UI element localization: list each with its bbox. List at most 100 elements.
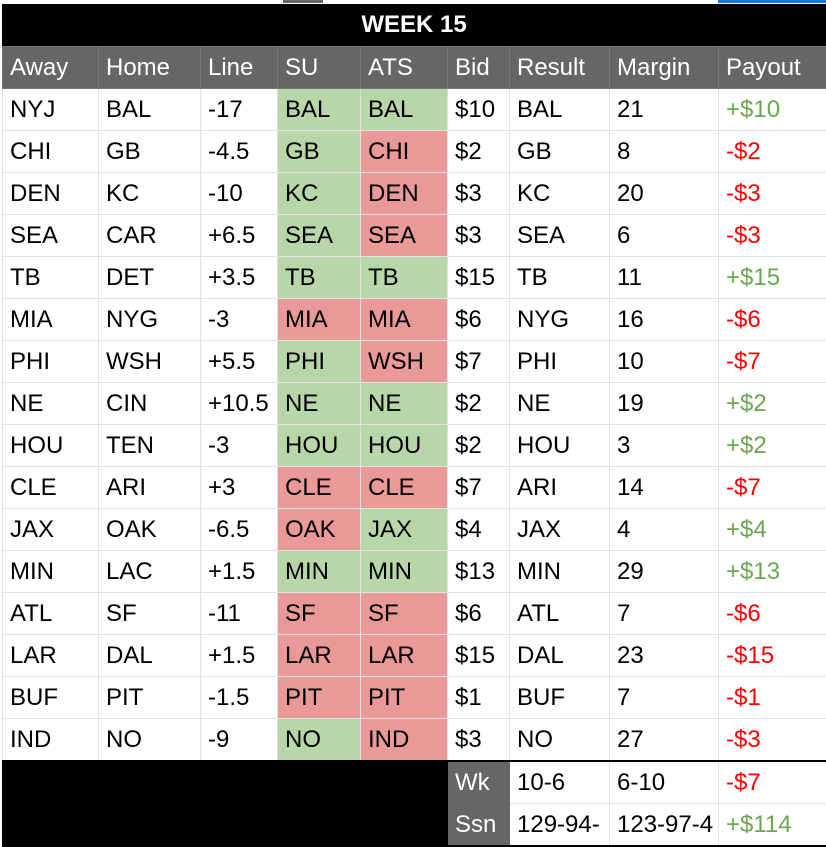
su-cell[interactable]: LAR xyxy=(278,635,361,677)
bid-cell[interactable]: $2 xyxy=(448,383,510,425)
summary-label[interactable]: Wk xyxy=(448,761,510,804)
column-header-su[interactable]: SU xyxy=(278,47,361,89)
result-cell[interactable]: BAL xyxy=(510,89,610,131)
margin-cell[interactable]: 16 xyxy=(610,299,719,341)
result-cell[interactable]: DAL xyxy=(510,635,610,677)
su-cell[interactable]: PIT xyxy=(278,677,361,719)
margin-cell[interactable]: 7 xyxy=(610,677,719,719)
away-cell[interactable]: DEN xyxy=(3,173,99,215)
home-cell[interactable]: NYG xyxy=(99,299,201,341)
line-cell[interactable]: -9 xyxy=(201,719,278,762)
payout-cell[interactable]: -$2 xyxy=(719,131,826,173)
away-cell[interactable]: PHI xyxy=(3,341,99,383)
column-header-home[interactable]: Home xyxy=(99,47,201,89)
column-header-payout[interactable]: Payout xyxy=(719,47,826,89)
line-cell[interactable]: -3 xyxy=(201,425,278,467)
margin-cell[interactable]: 4 xyxy=(610,509,719,551)
payout-cell[interactable]: -$3 xyxy=(719,173,826,215)
home-cell[interactable]: ARI xyxy=(99,467,201,509)
bid-cell[interactable]: $13 xyxy=(448,551,510,593)
su-cell[interactable]: PHI xyxy=(278,341,361,383)
away-cell[interactable]: SEA xyxy=(3,215,99,257)
payout-cell[interactable]: -$7 xyxy=(719,341,826,383)
margin-cell[interactable]: 8 xyxy=(610,131,719,173)
result-cell[interactable]: NO xyxy=(510,719,610,762)
ats-cell[interactable]: NE xyxy=(361,383,448,425)
home-cell[interactable]: DAL xyxy=(99,635,201,677)
line-cell[interactable]: -3 xyxy=(201,299,278,341)
bid-cell[interactable]: $7 xyxy=(448,467,510,509)
line-cell[interactable]: -11 xyxy=(201,593,278,635)
payout-cell[interactable]: -$3 xyxy=(719,215,826,257)
result-cell[interactable]: ATL xyxy=(510,593,610,635)
away-cell[interactable]: JAX xyxy=(3,509,99,551)
summary-su-record[interactable]: 129-94- xyxy=(510,804,610,847)
bid-cell[interactable]: $1 xyxy=(448,677,510,719)
away-cell[interactable]: CHI xyxy=(3,131,99,173)
result-cell[interactable]: ARI xyxy=(510,467,610,509)
summary-su-record[interactable]: 10-6 xyxy=(510,761,610,804)
bid-cell[interactable]: $15 xyxy=(448,257,510,299)
away-cell[interactable]: CLE xyxy=(3,467,99,509)
su-cell[interactable]: NO xyxy=(278,719,361,762)
su-cell[interactable]: HOU xyxy=(278,425,361,467)
ats-cell[interactable]: DEN xyxy=(361,173,448,215)
ats-cell[interactable]: SF xyxy=(361,593,448,635)
away-cell[interactable]: ATL xyxy=(3,593,99,635)
summary-ats-record[interactable]: 6-10 xyxy=(610,761,719,804)
margin-cell[interactable]: 23 xyxy=(610,635,719,677)
payout-cell[interactable]: -$1 xyxy=(719,677,826,719)
margin-cell[interactable]: 29 xyxy=(610,551,719,593)
line-cell[interactable]: -17 xyxy=(201,89,278,131)
payout-cell[interactable]: -$6 xyxy=(719,299,826,341)
column-header-margin[interactable]: Margin xyxy=(610,47,719,89)
ats-cell[interactable]: MIA xyxy=(361,299,448,341)
home-cell[interactable]: LAC xyxy=(99,551,201,593)
payout-cell[interactable]: +$4 xyxy=(719,509,826,551)
away-cell[interactable]: NYJ xyxy=(3,89,99,131)
payout-cell[interactable]: +$2 xyxy=(719,425,826,467)
su-cell[interactable]: NE xyxy=(278,383,361,425)
ats-cell[interactable]: CHI xyxy=(361,131,448,173)
su-cell[interactable]: BAL xyxy=(278,89,361,131)
home-cell[interactable]: TEN xyxy=(99,425,201,467)
ats-cell[interactable]: TB xyxy=(361,257,448,299)
result-cell[interactable]: JAX xyxy=(510,509,610,551)
column-header-ats[interactable]: ATS xyxy=(361,47,448,89)
away-cell[interactable]: IND xyxy=(3,719,99,762)
payout-cell[interactable]: -$15 xyxy=(719,635,826,677)
margin-cell[interactable]: 14 xyxy=(610,467,719,509)
column-header-line[interactable]: Line xyxy=(201,47,278,89)
ats-cell[interactable]: MIN xyxy=(361,551,448,593)
bid-cell[interactable]: $2 xyxy=(448,425,510,467)
payout-cell[interactable]: -$7 xyxy=(719,467,826,509)
su-cell[interactable]: MIN xyxy=(278,551,361,593)
summary-payout[interactable]: -$7 xyxy=(719,761,826,804)
result-cell[interactable]: MIN xyxy=(510,551,610,593)
line-cell[interactable]: -1.5 xyxy=(201,677,278,719)
ats-cell[interactable]: BAL xyxy=(361,89,448,131)
home-cell[interactable]: WSH xyxy=(99,341,201,383)
su-cell[interactable]: CLE xyxy=(278,467,361,509)
result-cell[interactable]: GB xyxy=(510,131,610,173)
su-cell[interactable]: TB xyxy=(278,257,361,299)
bid-cell[interactable]: $7 xyxy=(448,341,510,383)
home-cell[interactable]: KC xyxy=(99,173,201,215)
margin-cell[interactable]: 20 xyxy=(610,173,719,215)
column-header-result[interactable]: Result xyxy=(510,47,610,89)
result-cell[interactable]: KC xyxy=(510,173,610,215)
payout-cell[interactable]: +$15 xyxy=(719,257,826,299)
away-cell[interactable]: HOU xyxy=(3,425,99,467)
margin-cell[interactable]: 19 xyxy=(610,383,719,425)
payout-cell[interactable]: +$13 xyxy=(719,551,826,593)
result-cell[interactable]: BUF xyxy=(510,677,610,719)
bid-cell[interactable]: $6 xyxy=(448,593,510,635)
su-cell[interactable]: MIA xyxy=(278,299,361,341)
su-cell[interactable]: SEA xyxy=(278,215,361,257)
column-header-away[interactable]: Away xyxy=(3,47,99,89)
ats-cell[interactable]: WSH xyxy=(361,341,448,383)
result-cell[interactable]: HOU xyxy=(510,425,610,467)
home-cell[interactable]: PIT xyxy=(99,677,201,719)
bid-cell[interactable]: $2 xyxy=(448,131,510,173)
payout-cell[interactable]: +$10 xyxy=(719,89,826,131)
